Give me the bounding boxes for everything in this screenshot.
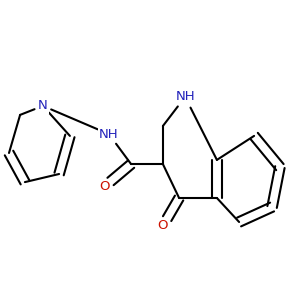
Text: N: N — [38, 99, 48, 112]
Text: NH: NH — [99, 128, 119, 141]
Text: NH: NH — [175, 90, 195, 104]
Text: O: O — [158, 219, 168, 232]
Text: O: O — [99, 180, 109, 194]
